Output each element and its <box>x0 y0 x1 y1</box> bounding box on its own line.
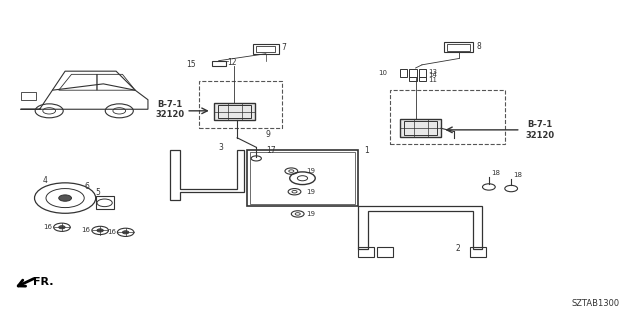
Bar <box>409 77 417 81</box>
Bar <box>256 46 275 52</box>
Text: 17: 17 <box>266 146 275 155</box>
Text: 8: 8 <box>476 42 481 51</box>
Text: 15: 15 <box>186 60 196 69</box>
Bar <box>419 77 426 81</box>
Text: 7: 7 <box>282 43 287 52</box>
Text: SZTAB1300: SZTAB1300 <box>572 299 620 308</box>
Text: 18: 18 <box>513 172 522 178</box>
Bar <box>378 247 394 257</box>
Bar <box>199 81 282 128</box>
Bar <box>404 121 437 135</box>
Bar <box>250 152 355 204</box>
Text: 3: 3 <box>218 143 223 152</box>
Bar <box>399 119 441 137</box>
Circle shape <box>97 229 103 232</box>
Text: B-7-1
32120: B-7-1 32120 <box>156 100 185 119</box>
Bar <box>358 247 374 257</box>
Bar <box>470 247 486 257</box>
Text: 13: 13 <box>428 69 437 75</box>
Text: 18: 18 <box>491 170 500 176</box>
Text: 12: 12 <box>228 58 237 67</box>
Text: 9: 9 <box>266 130 271 139</box>
Text: 1: 1 <box>365 146 369 155</box>
Bar <box>447 44 470 51</box>
Bar <box>444 42 473 52</box>
Text: 10: 10 <box>378 70 387 76</box>
Bar <box>419 69 426 77</box>
Text: 16: 16 <box>82 227 91 233</box>
Text: 19: 19 <box>306 168 315 174</box>
Circle shape <box>59 195 72 201</box>
Text: 2: 2 <box>456 244 460 253</box>
Bar <box>96 196 113 209</box>
Text: 19: 19 <box>306 211 315 217</box>
Text: 6: 6 <box>84 181 89 190</box>
Text: 16: 16 <box>107 229 116 235</box>
Bar <box>20 92 36 100</box>
Bar <box>212 61 226 67</box>
Text: 14: 14 <box>428 72 437 78</box>
Text: B-7-1
32120: B-7-1 32120 <box>525 120 554 140</box>
Bar <box>390 90 505 144</box>
Text: 4: 4 <box>42 176 47 185</box>
Bar <box>253 44 278 54</box>
Bar <box>409 69 417 77</box>
Text: FR.: FR. <box>33 277 54 287</box>
Circle shape <box>59 226 65 229</box>
Text: 19: 19 <box>306 189 315 195</box>
Bar <box>214 103 255 120</box>
Bar <box>399 69 407 77</box>
Bar <box>218 105 251 118</box>
Circle shape <box>122 231 129 234</box>
Text: 5: 5 <box>95 188 100 197</box>
Text: 11: 11 <box>428 77 437 83</box>
Text: 16: 16 <box>44 224 52 230</box>
Bar <box>246 150 358 206</box>
